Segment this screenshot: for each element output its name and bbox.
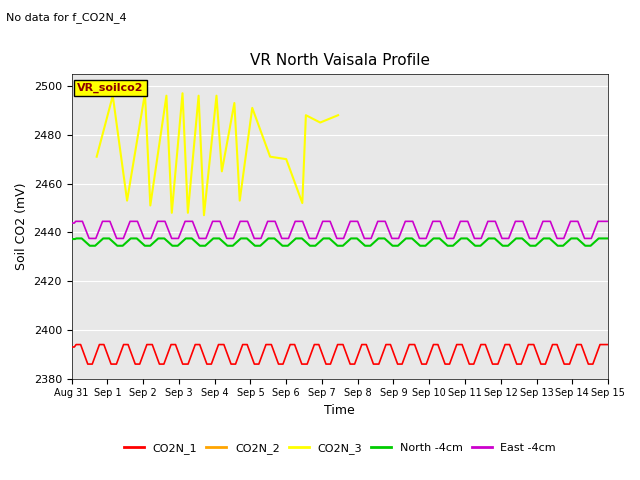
Legend: CO2N_1, CO2N_2, CO2N_3, North -4cm, East -4cm: CO2N_1, CO2N_2, CO2N_3, North -4cm, East… — [119, 439, 561, 458]
Y-axis label: Soil CO2 (mV): Soil CO2 (mV) — [15, 182, 28, 270]
Text: No data for f_CO2N_4: No data for f_CO2N_4 — [6, 12, 127, 23]
Title: VR North Vaisala Profile: VR North Vaisala Profile — [250, 53, 430, 68]
Text: VR_soilco2: VR_soilco2 — [77, 83, 143, 93]
X-axis label: Time: Time — [324, 404, 355, 417]
